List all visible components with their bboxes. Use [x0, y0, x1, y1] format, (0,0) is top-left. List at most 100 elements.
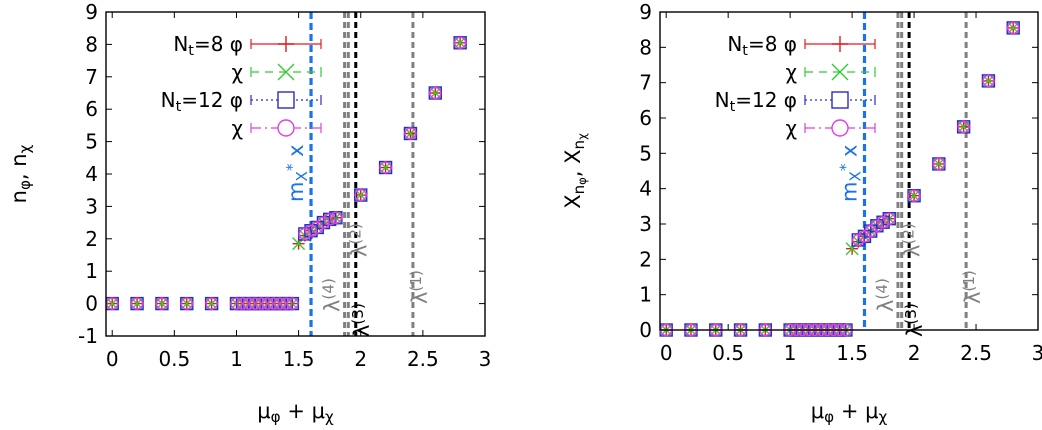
chart-left: -1 0 1 2 3 4 5 6 7 8 9 0 0.5 1 1.5 2 2.5 3 mX* x λ(4)λ(3) λ(… — [7, 0, 491, 426]
data-point — [317, 216, 330, 229]
y-tick-label: 2 — [639, 247, 652, 271]
x-tick-label: 1.5 — [836, 341, 868, 365]
data-point — [304, 224, 318, 237]
reference-line-label: mX* x — [836, 145, 864, 203]
y-axis-label: nφ, nχ — [7, 144, 34, 203]
data-point — [267, 297, 280, 310]
x-tick-label: 3 — [479, 347, 492, 371]
legend-label: Nt=12 φ — [161, 88, 243, 115]
data-point — [876, 216, 890, 229]
legend-marker — [277, 91, 295, 109]
data-point — [279, 297, 293, 310]
data-point — [180, 297, 193, 310]
legend-label: Nt=8 φ — [727, 32, 797, 59]
y-tick-label: 5 — [639, 141, 652, 165]
y-tick-label: -1 — [78, 324, 98, 348]
data-point — [205, 297, 218, 310]
y-tick-label: 3 — [639, 212, 652, 236]
data-point — [255, 297, 268, 310]
legend-label: Nt=8 φ — [173, 32, 243, 59]
x-tick-label: 2 — [354, 347, 367, 371]
data-point — [261, 297, 274, 310]
reference-line-label: λ(1) — [407, 270, 432, 304]
x-tick-label: 2.5 — [960, 341, 992, 365]
reference-line-label: λ(4) — [873, 278, 898, 312]
data-point — [852, 233, 865, 247]
legend-marker — [277, 119, 295, 137]
y-tick-label: 1 — [85, 259, 98, 283]
y-axis-label: Xnφ, Xnχ — [561, 133, 589, 209]
y-tick-label: 2 — [85, 227, 98, 251]
y-tick-label: 6 — [639, 106, 652, 130]
x-axis-label: μφ + μχ — [257, 399, 334, 426]
data-point — [323, 213, 336, 226]
y-tick-label: 8 — [85, 32, 98, 56]
y-tick-label: 5 — [85, 130, 98, 154]
plot-frame — [659, 11, 1039, 331]
legend-label: χ — [231, 60, 243, 84]
y-tick-label: 0 — [85, 292, 98, 316]
data-point — [957, 120, 970, 134]
data-point — [298, 227, 312, 241]
y-tick-label: 9 — [639, 0, 652, 24]
y-tick-label: 4 — [639, 177, 652, 201]
data-point — [242, 297, 256, 310]
x-tick-label: 1.5 — [283, 347, 315, 371]
data-point — [273, 297, 287, 310]
data-point — [130, 297, 144, 310]
data-point — [236, 297, 249, 310]
data-point — [453, 36, 467, 49]
legend-marker — [831, 119, 849, 137]
reference-line-label: λ(2) — [900, 223, 925, 257]
data-point — [106, 297, 119, 310]
x-tick-label: 0 — [106, 347, 119, 371]
reference-line-label: mX* x — [283, 145, 311, 203]
data-point — [429, 86, 442, 100]
x-tick-label: 2.5 — [407, 347, 439, 371]
chart-right: 0 1 2 3 4 5 6 7 8 9 0 0.5 1 1.5 2 2.5 3 mX* x λ(4)λ(3) λ(2)… — [561, 0, 1042, 426]
legend-marker — [831, 91, 849, 109]
data-point — [248, 297, 262, 310]
data-point — [883, 212, 896, 225]
x-tick-label: 0.5 — [712, 341, 744, 365]
y-tick-label: 4 — [85, 162, 98, 186]
reference-line-label: λ(4) — [320, 278, 345, 312]
data-point — [870, 219, 884, 232]
x-tick-label: 3 — [1032, 341, 1042, 365]
x-tick-label: 0 — [660, 341, 673, 365]
reference-line-label: λ(3) — [349, 303, 374, 337]
plot-frame — [105, 11, 486, 337]
reference-line-label: λ(1) — [960, 270, 985, 304]
y-tick-label: 0 — [639, 318, 652, 342]
legend-marker — [832, 36, 848, 52]
series-3 — [106, 36, 467, 310]
data-point — [155, 297, 169, 310]
x-tick-label: 1 — [784, 341, 797, 365]
y-tick-label: 8 — [639, 35, 652, 59]
y-tick-label: 7 — [85, 65, 98, 89]
data-point — [404, 127, 417, 140]
x-tick-label: 0.5 — [158, 347, 190, 371]
y-tick-label: 7 — [639, 71, 652, 95]
data-point — [329, 211, 343, 224]
legend-label: χ — [785, 116, 797, 140]
data-point — [932, 157, 946, 171]
data-point — [354, 188, 367, 202]
x-tick-label: 2 — [908, 341, 921, 365]
data-point — [907, 189, 921, 202]
y-tick-label: 9 — [85, 0, 98, 24]
data-point — [982, 74, 995, 88]
data-point — [230, 297, 243, 310]
data-point — [1007, 21, 1020, 35]
legend-label: Nt=12 φ — [715, 88, 797, 115]
reference-line-label: λ(3) — [902, 303, 927, 337]
y-tick-label: 6 — [85, 97, 98, 121]
legend-label: χ — [231, 116, 243, 140]
data-point — [286, 297, 299, 310]
y-tick-label: 3 — [85, 194, 98, 218]
legend-marker — [278, 36, 294, 52]
legend-marker — [277, 63, 295, 81]
x-axis-label: μφ + μχ — [811, 399, 888, 426]
y-tick-label: 1 — [639, 283, 652, 307]
